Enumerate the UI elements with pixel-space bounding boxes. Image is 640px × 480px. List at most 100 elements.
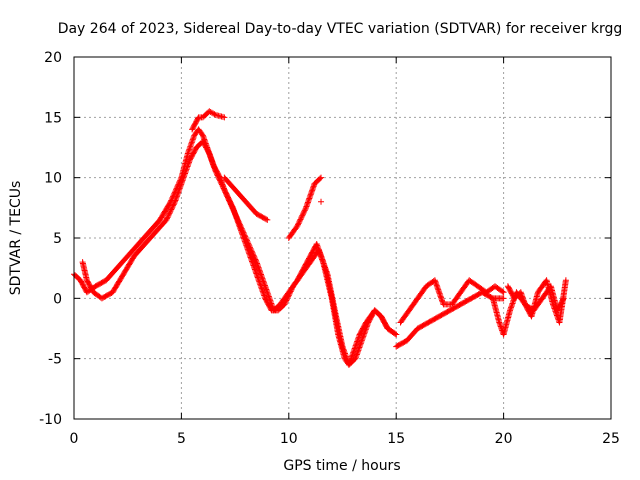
data-point <box>214 172 221 179</box>
data-point <box>199 131 206 138</box>
data-point <box>252 256 259 263</box>
data-point <box>288 285 295 292</box>
data-point <box>251 253 258 260</box>
data-point <box>283 297 290 304</box>
data-point <box>165 213 172 220</box>
data-point <box>300 210 307 217</box>
data-point <box>296 219 303 226</box>
grid-lines <box>74 57 611 419</box>
data-point <box>285 292 292 299</box>
data-point <box>215 173 222 180</box>
data-point <box>167 207 174 214</box>
data-point <box>560 295 567 302</box>
data-point <box>263 216 270 223</box>
x-tick-label: 20 <box>495 431 513 447</box>
data-point <box>283 296 290 303</box>
data-point <box>298 215 305 222</box>
data-point <box>216 176 223 183</box>
data-point <box>223 191 230 198</box>
data-point <box>224 193 231 200</box>
data-point <box>393 331 400 338</box>
x-axis-label: GPS time / hours <box>283 458 400 474</box>
data-point <box>295 221 302 228</box>
x-tick-label: 10 <box>280 431 298 447</box>
data-point <box>221 186 228 193</box>
data-point <box>170 201 177 208</box>
data-point <box>208 109 215 116</box>
data-point <box>217 178 224 185</box>
data-point <box>281 301 288 308</box>
data-point <box>226 197 233 204</box>
data-point <box>282 298 289 305</box>
data-point <box>318 174 325 181</box>
data-point <box>227 199 234 206</box>
data-marks <box>71 108 569 368</box>
series-track-E <box>285 174 325 241</box>
data-point <box>500 295 507 302</box>
x-tick-label: 15 <box>387 431 405 447</box>
data-point <box>223 190 230 197</box>
data-point <box>301 207 308 214</box>
data-point <box>316 175 323 182</box>
x-tick-label: 5 <box>177 431 186 447</box>
data-point <box>222 189 229 196</box>
y-tick-label: 10 <box>44 171 62 187</box>
data-point <box>228 200 235 207</box>
series-track-B <box>79 138 400 368</box>
data-point <box>163 216 170 223</box>
series-track-G <box>397 277 507 326</box>
x-tick-label: 0 <box>70 431 79 447</box>
y-tick-label: 15 <box>44 110 62 126</box>
data-point <box>302 206 309 213</box>
data-point <box>264 216 271 223</box>
data-point <box>284 294 291 301</box>
data-point <box>210 110 217 117</box>
data-point <box>225 195 232 202</box>
data-point <box>221 188 228 195</box>
series-track-I <box>504 283 567 314</box>
data-point <box>282 300 289 307</box>
data-point <box>167 209 174 216</box>
series-track-D <box>221 174 271 223</box>
data-point <box>252 257 259 264</box>
data-point <box>287 289 294 296</box>
data-point <box>225 194 232 201</box>
data-point <box>318 198 325 205</box>
axis-ticks: 0 5 10 15 20 25 -10 -5 0 5 10 15 20 <box>39 50 620 447</box>
data-point <box>219 182 226 189</box>
data-point <box>168 205 175 212</box>
data-point <box>226 198 233 205</box>
data-point <box>212 168 219 175</box>
chart-title: Day 264 of 2023, Sidereal Day-to-day VTE… <box>58 21 623 37</box>
y-tick-label: -10 <box>39 412 62 428</box>
y-tick-label: 0 <box>53 291 62 307</box>
series-track-F <box>393 289 507 350</box>
data-point <box>228 202 235 209</box>
data-point <box>391 330 398 337</box>
y-axis-label: SDTVAR / TECUs <box>8 181 24 296</box>
data-point <box>499 288 506 295</box>
data-point <box>560 296 567 303</box>
data-point <box>288 287 295 294</box>
data-point <box>298 213 305 220</box>
y-tick-label: -5 <box>48 352 62 368</box>
data-point <box>299 212 306 219</box>
data-point <box>562 277 569 284</box>
data-point <box>229 203 236 210</box>
data-point <box>285 293 292 300</box>
data-point <box>164 214 171 221</box>
data-point <box>206 108 213 115</box>
data-point <box>163 215 170 222</box>
y-tick-label: 5 <box>53 231 62 247</box>
data-point <box>165 211 172 218</box>
data-point <box>166 210 173 217</box>
data-point <box>170 202 177 209</box>
data-point <box>287 288 294 295</box>
data-point <box>207 109 214 116</box>
data-point <box>211 111 218 118</box>
series-outlier <box>318 198 325 205</box>
data-point <box>213 171 220 178</box>
data-point <box>295 220 302 227</box>
